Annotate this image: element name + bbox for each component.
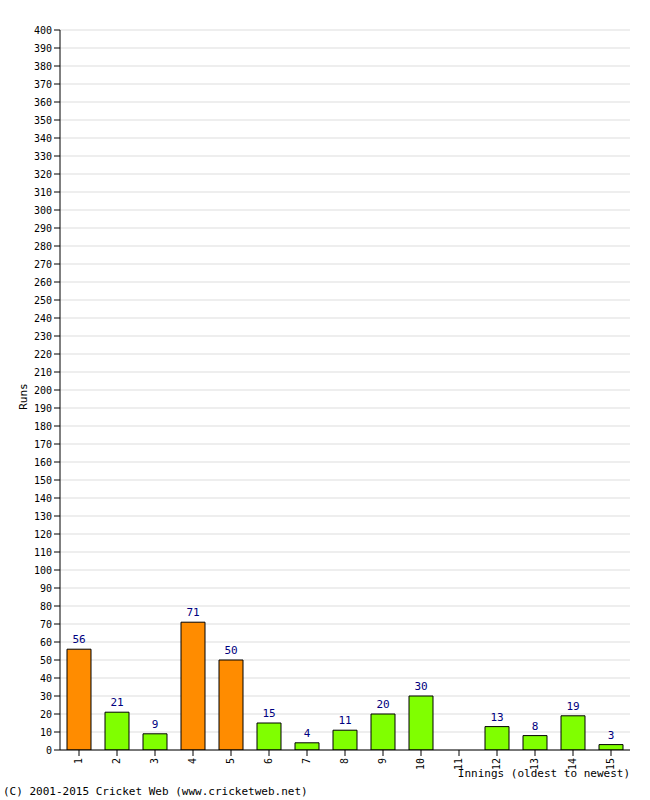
svg-text:71: 71 xyxy=(186,606,199,619)
html-text:Runs: Runs xyxy=(16,383,30,410)
svg-text:20: 20 xyxy=(376,698,389,711)
svg-text:150: 150 xyxy=(34,475,52,486)
svg-text:11: 11 xyxy=(338,714,351,727)
svg-text:14: 14 xyxy=(567,758,579,770)
svg-text:220: 220 xyxy=(34,349,52,360)
svg-text:300: 300 xyxy=(34,205,52,216)
svg-text:360: 360 xyxy=(34,97,52,108)
svg-text:350: 350 xyxy=(34,115,52,126)
svg-text:30: 30 xyxy=(40,691,52,702)
svg-text:5: 5 xyxy=(225,758,236,764)
svg-text:3: 3 xyxy=(608,729,615,742)
svg-text:4: 4 xyxy=(187,758,198,764)
svg-text:320: 320 xyxy=(34,169,52,180)
svg-text:250: 250 xyxy=(34,295,52,306)
svg-text:200: 200 xyxy=(34,385,52,396)
svg-text:120: 120 xyxy=(34,529,52,540)
svg-text:290: 290 xyxy=(34,223,52,234)
svg-text:390: 390 xyxy=(34,43,52,54)
svg-text:30: 30 xyxy=(414,680,427,693)
svg-text:40: 40 xyxy=(40,673,52,684)
svg-text:6: 6 xyxy=(263,758,274,764)
svg-text:340: 340 xyxy=(34,133,52,144)
svg-text:3: 3 xyxy=(149,758,160,764)
svg-text:80: 80 xyxy=(40,601,52,612)
svg-text:15: 15 xyxy=(262,707,275,720)
svg-text:110: 110 xyxy=(34,547,52,558)
svg-text:20: 20 xyxy=(40,709,52,720)
svg-text:400: 400 xyxy=(34,25,52,36)
svg-text:13: 13 xyxy=(529,758,541,770)
svg-text:280: 280 xyxy=(34,241,52,252)
svg-text:240: 240 xyxy=(34,313,52,324)
svg-text:330: 330 xyxy=(34,151,52,162)
svg-text:50: 50 xyxy=(40,655,52,666)
svg-text:19: 19 xyxy=(566,700,579,713)
svg-text:0: 0 xyxy=(46,745,52,756)
svg-text:370: 370 xyxy=(34,79,52,90)
svg-text:130: 130 xyxy=(34,511,52,522)
html-text:(C) 2001-2015 Cricket Web (www: (C) 2001-2015 Cricket Web (www.cricketwe… xyxy=(3,785,308,798)
svg-text:180: 180 xyxy=(34,421,52,432)
svg-text:9: 9 xyxy=(152,718,159,731)
svg-text:230: 230 xyxy=(34,331,52,342)
svg-text:10: 10 xyxy=(40,727,52,738)
svg-text:140: 140 xyxy=(34,493,52,504)
svg-text:260: 260 xyxy=(34,277,52,288)
svg-text:11: 11 xyxy=(453,758,465,770)
svg-text:60: 60 xyxy=(40,637,52,648)
svg-text:380: 380 xyxy=(34,61,52,72)
svg-text:210: 210 xyxy=(34,367,52,378)
svg-text:50: 50 xyxy=(224,644,237,657)
svg-text:270: 270 xyxy=(34,259,52,270)
svg-text:21: 21 xyxy=(110,696,123,709)
svg-text:8: 8 xyxy=(532,720,539,733)
svg-text:12: 12 xyxy=(491,758,503,770)
svg-text:7: 7 xyxy=(301,758,312,764)
svg-text:2: 2 xyxy=(111,758,122,764)
svg-text:100: 100 xyxy=(34,565,52,576)
svg-text:170: 170 xyxy=(34,439,52,450)
svg-text:310: 310 xyxy=(34,187,52,198)
svg-text:190: 190 xyxy=(34,403,52,414)
svg-text:13: 13 xyxy=(490,711,503,724)
svg-text:8: 8 xyxy=(339,758,350,764)
svg-text:70: 70 xyxy=(40,619,52,630)
svg-text:160: 160 xyxy=(34,457,52,468)
svg-text:15: 15 xyxy=(605,758,617,770)
svg-text:1: 1 xyxy=(73,758,84,764)
html-text:Innings (oldest to newest): Innings (oldest to newest) xyxy=(457,767,630,780)
svg-text:4: 4 xyxy=(304,727,311,740)
svg-text:10: 10 xyxy=(415,758,426,770)
svg-text:90: 90 xyxy=(40,583,52,594)
svg-text:9: 9 xyxy=(377,758,388,764)
svg-text:56: 56 xyxy=(72,633,85,646)
